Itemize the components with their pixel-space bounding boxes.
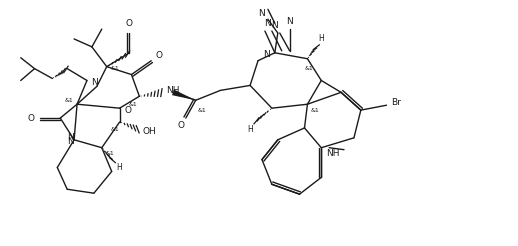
Text: N: N [92,78,98,87]
Text: N: N [258,9,265,18]
Text: N: N [264,50,270,59]
Text: N: N [271,21,278,30]
Text: O: O [124,106,131,115]
Text: N: N [67,137,74,146]
Text: O: O [155,51,163,60]
Text: O: O [27,114,34,123]
Polygon shape [172,90,196,100]
Text: Br: Br [392,98,401,107]
Text: NH: NH [326,149,340,158]
Text: &1: &1 [110,127,119,132]
Text: O: O [177,122,184,130]
Text: &1: &1 [197,108,206,113]
Text: &1: &1 [65,98,74,103]
Text: H: H [247,125,253,134]
Text: H: H [117,163,122,172]
Text: &1: &1 [129,102,138,107]
Text: H: H [319,34,324,44]
Text: N: N [67,133,74,142]
Text: &1: &1 [311,108,320,113]
Text: &1: &1 [105,151,114,156]
Text: &1: &1 [110,66,119,71]
Text: N: N [286,17,293,26]
Text: O: O [126,19,133,28]
Text: &1: &1 [305,66,314,71]
Text: NH: NH [166,86,180,95]
Text: N: N [265,19,271,28]
Text: OH: OH [142,127,156,136]
